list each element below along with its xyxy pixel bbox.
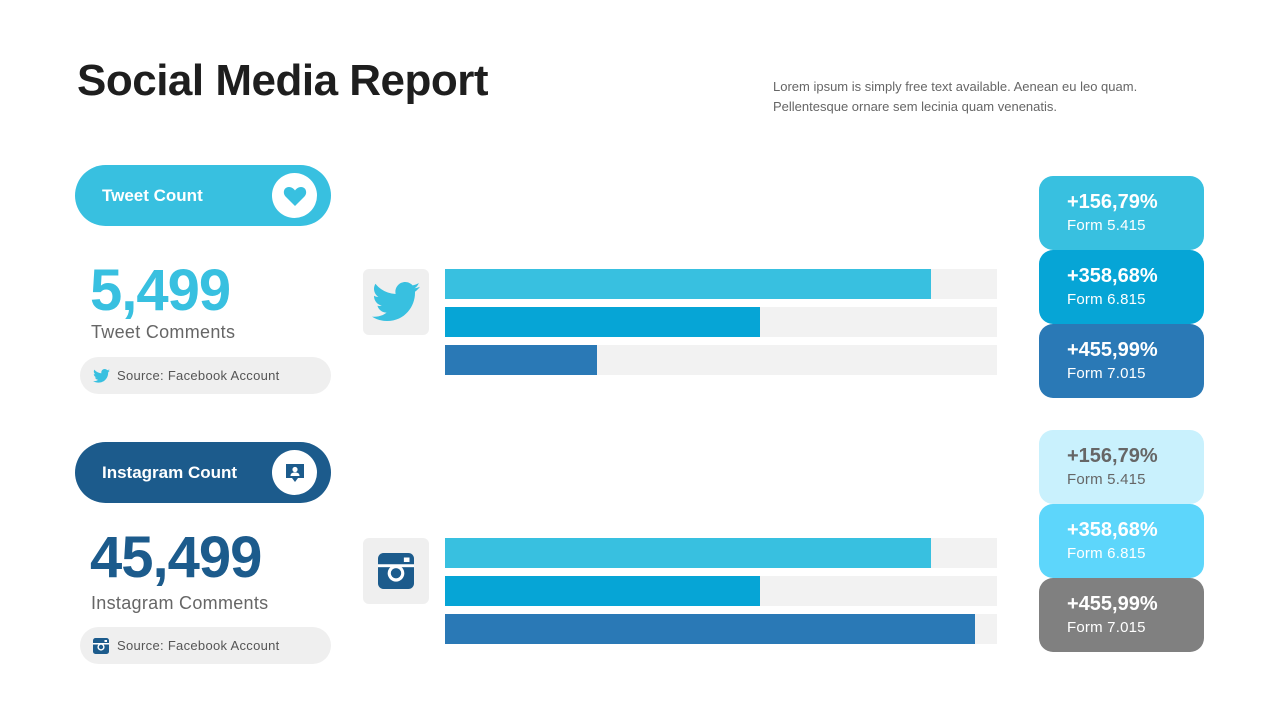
instagram-bar-chart (445, 538, 997, 644)
page-title: Social Media Report (77, 56, 489, 105)
instagram-source-text: Source: Facebook Account (117, 638, 280, 653)
instagram-icon (378, 553, 414, 589)
bar-track (445, 269, 997, 299)
bar-3 (445, 345, 597, 375)
description-line: Pellentesque ornare sem lecinia quam ven… (773, 99, 1058, 114)
instagram-comments-label: Instagram Comments (91, 593, 269, 613)
bar-track (445, 345, 997, 375)
bar-track (445, 614, 997, 644)
card-sub: Form 5.415 (1067, 471, 1146, 488)
tweet-source-text: Source: Facebook Account (117, 368, 280, 383)
twitter-icon-box (363, 269, 429, 335)
user-chat-icon (272, 450, 317, 495)
card-value: +156,79% (1067, 445, 1158, 467)
bar-1 (445, 269, 931, 299)
card-value: +358,68% (1067, 519, 1158, 541)
tweet-count-pill: Tweet Count (75, 165, 331, 226)
card-sub: Form 6.815 (1067, 291, 1146, 308)
card-value: +455,99% (1067, 339, 1158, 361)
instagram-card-2: +358,68% Form 6.815 (1039, 504, 1204, 578)
twitter-card-2: +358,68% Form 6.815 (1039, 250, 1204, 324)
twitter-bar-chart (445, 269, 997, 375)
card-sub: Form 7.015 (1067, 365, 1146, 382)
description: Lorem ipsum is simply free text availabl… (773, 77, 1213, 117)
twitter-card-1: +156,79% Form 5.415 (1039, 176, 1204, 250)
bar-track (445, 576, 997, 606)
card-value: +455,99% (1067, 593, 1158, 615)
card-value: +358,68% (1067, 265, 1158, 287)
heart-icon (272, 173, 317, 218)
card-value: +156,79% (1067, 191, 1158, 213)
card-sub: Form 7.015 (1067, 619, 1146, 636)
bar-2 (445, 307, 760, 337)
card-sub: Form 5.415 (1067, 217, 1146, 234)
twitter-icon (93, 367, 110, 384)
instagram-count-label: Instagram Count (102, 462, 238, 482)
tweet-source-badge: Source: Facebook Account (80, 357, 331, 394)
bar-track (445, 538, 997, 568)
instagram-card-3: +455,99% Form 7.015 (1039, 578, 1204, 652)
instagram-card-1: +156,79% Form 5.415 (1039, 430, 1204, 504)
bar-3 (445, 614, 975, 644)
instagram-icon-box (363, 538, 429, 604)
tweet-comments-label: Tweet Comments (91, 322, 236, 342)
instagram-count-pill: Instagram Count (75, 442, 331, 503)
card-sub: Form 6.815 (1067, 545, 1146, 562)
tweet-count-value: 5,499 (90, 258, 231, 323)
instagram-count-value: 45,499 (90, 525, 262, 590)
twitter-icon (372, 282, 420, 321)
tweet-count-label: Tweet Count (102, 185, 203, 205)
bar-1 (445, 538, 931, 568)
instagram-source-badge: Source: Facebook Account (80, 627, 331, 664)
bar-2 (445, 576, 760, 606)
bar-track (445, 307, 997, 337)
description-line: Lorem ipsum is simply free text availabl… (773, 79, 1138, 94)
instagram-icon (93, 637, 110, 654)
twitter-card-3: +455,99% Form 7.015 (1039, 324, 1204, 398)
